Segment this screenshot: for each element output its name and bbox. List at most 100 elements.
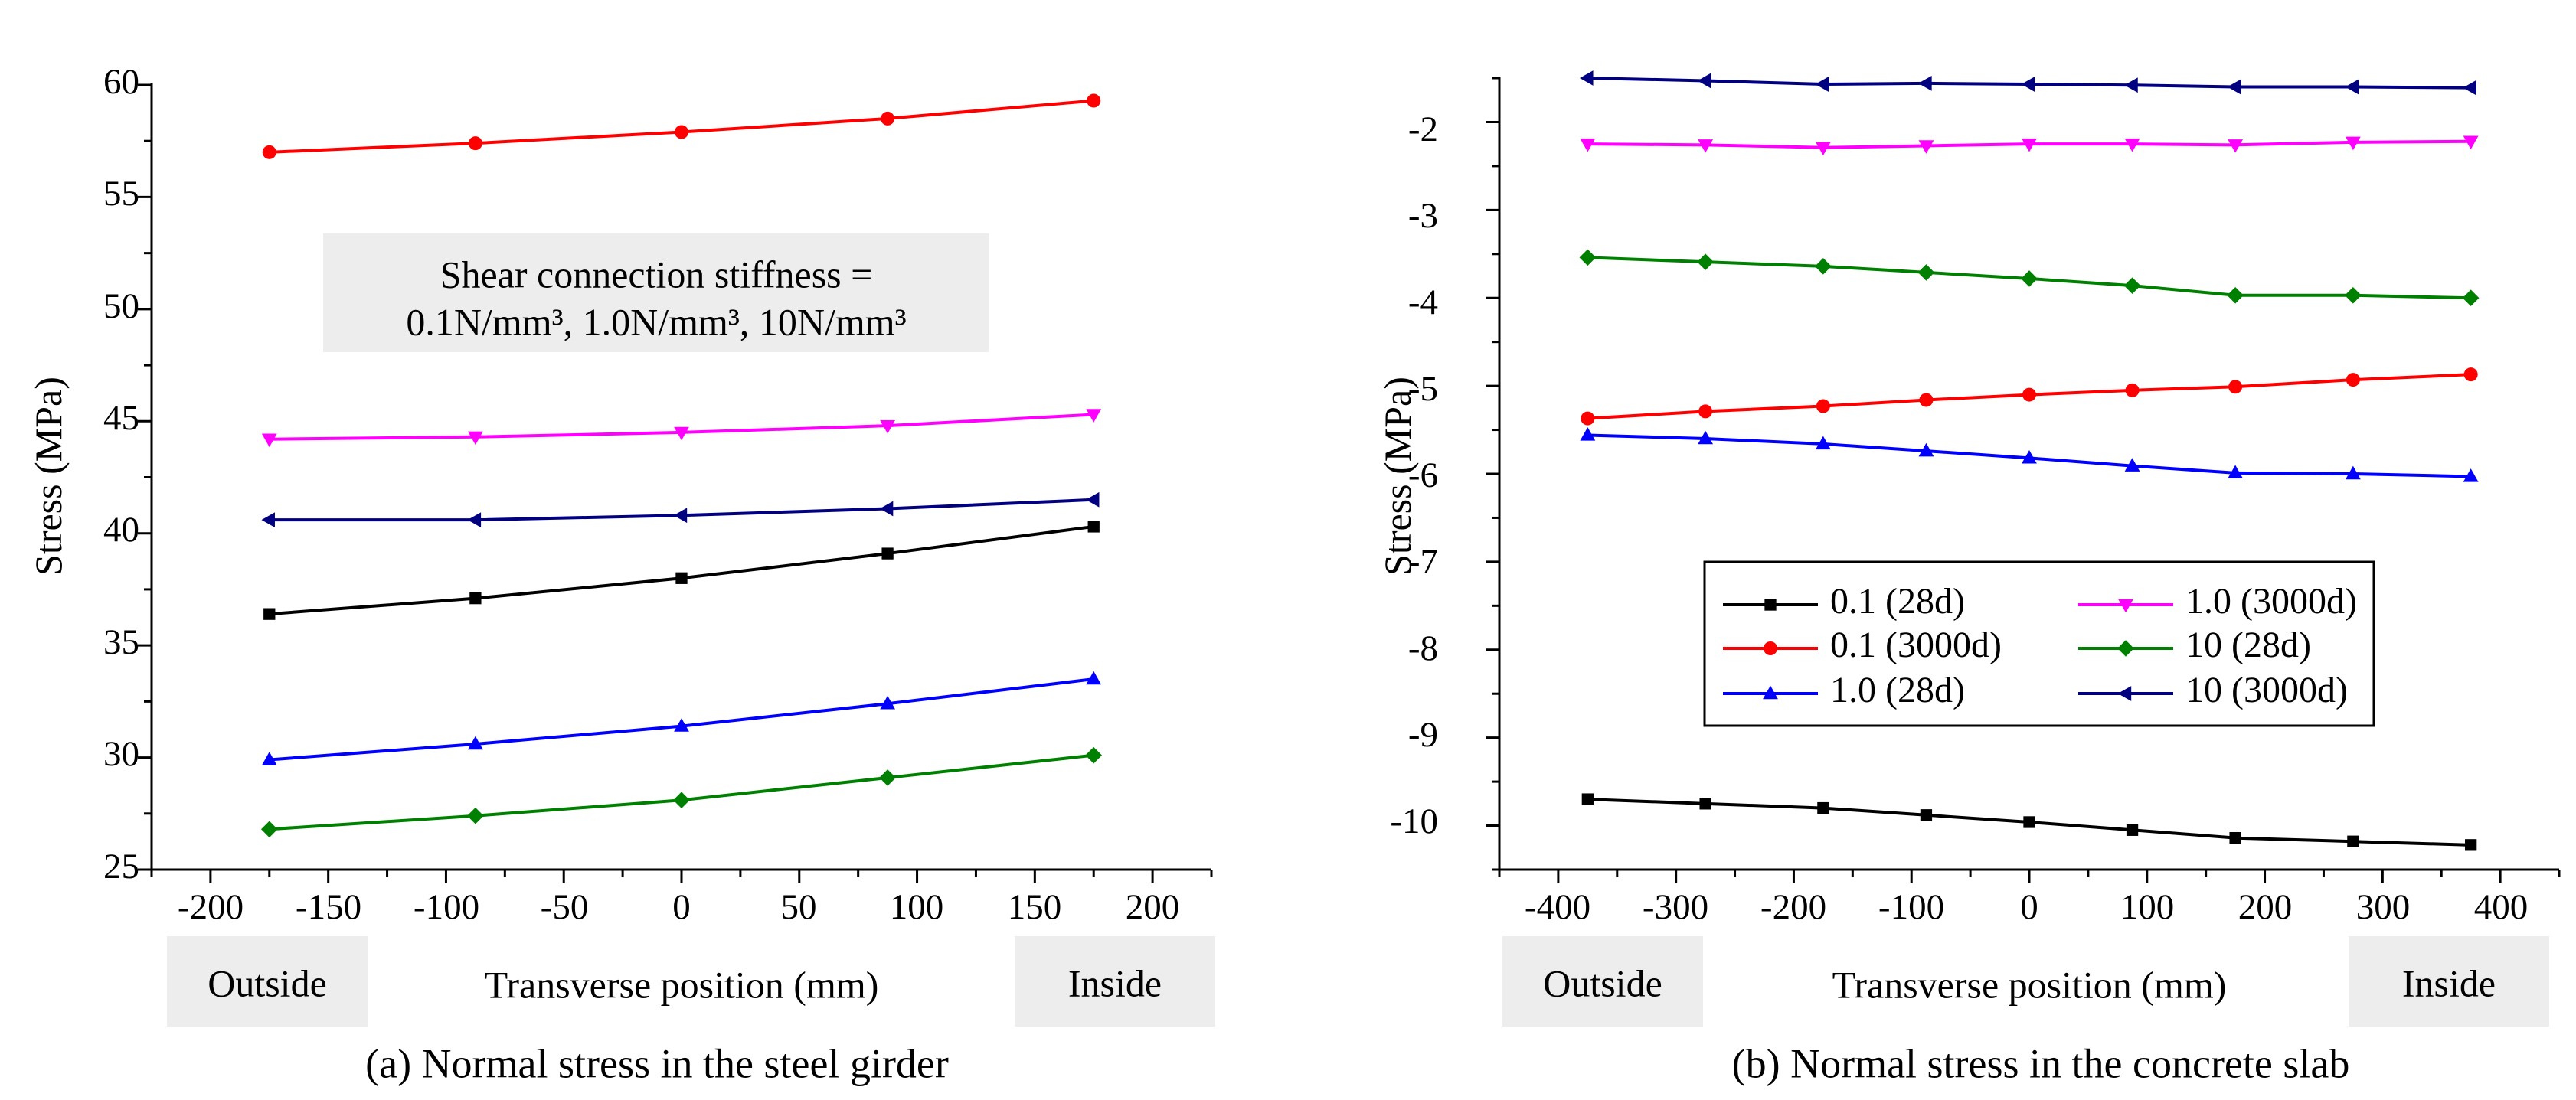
data-point bbox=[1764, 599, 1777, 611]
data-point bbox=[261, 512, 275, 528]
series-0-1-3000d- bbox=[262, 93, 1101, 159]
data-point bbox=[467, 736, 483, 750]
x-tick-label: 400 bbox=[2474, 887, 2529, 927]
data-point bbox=[879, 501, 894, 517]
y-tick-label: 50 bbox=[103, 286, 139, 326]
data-point bbox=[467, 807, 484, 824]
series-1-0-3000d- bbox=[261, 409, 1102, 448]
y-tick-label: 40 bbox=[103, 510, 139, 550]
data-point bbox=[2021, 270, 2038, 287]
data-point bbox=[1579, 70, 1594, 86]
legend-swatch bbox=[2078, 599, 2173, 613]
x-tick-label: -200 bbox=[178, 887, 244, 927]
data-point bbox=[2118, 599, 2133, 613]
data-point bbox=[1763, 685, 1778, 700]
data-point bbox=[2022, 449, 2037, 464]
y-tick-label: -2 bbox=[1408, 109, 1438, 149]
y-tick-label: 55 bbox=[103, 174, 139, 214]
outside-label: Outside bbox=[208, 961, 327, 1004]
data-point bbox=[1764, 641, 1777, 655]
caption-b: (b) Normal stress in the concrete slab bbox=[1732, 1040, 2350, 1086]
data-point bbox=[1919, 393, 1934, 407]
x-tick-label: -300 bbox=[1643, 887, 1708, 927]
series-0-1-28d- bbox=[1581, 793, 2477, 851]
data-point bbox=[1581, 793, 1594, 805]
data-point bbox=[468, 136, 482, 151]
y-tick-label: -7 bbox=[1408, 542, 1438, 582]
legend-label: 0.1 (28d) bbox=[1830, 581, 1965, 622]
data-point bbox=[675, 125, 688, 139]
data-point bbox=[2022, 138, 2037, 152]
data-point bbox=[2345, 136, 2361, 151]
data-point bbox=[1698, 430, 1714, 445]
annotation-line-2: 0.1N/mm³, 1.0N/mm³, 10N/mm³ bbox=[406, 300, 906, 343]
data-point bbox=[1086, 409, 1102, 423]
y-axis-label: Stress (MPa) bbox=[27, 377, 70, 576]
data-point bbox=[2124, 77, 2138, 93]
outside-label: Outside bbox=[1543, 961, 1662, 1004]
series-1-0-28d- bbox=[1580, 427, 2479, 482]
legend-label: 1.0 (28d) bbox=[1830, 670, 1965, 710]
data-point bbox=[2345, 465, 2361, 480]
data-point bbox=[880, 695, 896, 710]
x-axis-label: Transverse position (mm) bbox=[485, 963, 879, 1006]
x-tick-label: -100 bbox=[414, 887, 479, 927]
data-point bbox=[2462, 289, 2480, 307]
legend-box bbox=[1703, 560, 2375, 727]
inside-label: Inside bbox=[2402, 961, 2496, 1004]
data-point bbox=[2346, 373, 2360, 387]
data-point bbox=[2117, 686, 2132, 701]
x-tick-label: -400 bbox=[1525, 887, 1590, 927]
panel-a-x-ticks: -200 -150 -100 -50 0 50 100 150 200 bbox=[178, 887, 1179, 927]
data-point bbox=[261, 752, 277, 765]
data-point bbox=[1086, 671, 1102, 685]
data-point bbox=[2022, 387, 2036, 402]
data-point bbox=[2463, 468, 2479, 482]
series-line bbox=[269, 524, 1094, 616]
data-point bbox=[467, 512, 482, 528]
y-tick-label: -6 bbox=[1408, 455, 1438, 495]
data-point bbox=[2227, 286, 2244, 304]
y-tick-label: 25 bbox=[103, 847, 139, 886]
series-10-3000d- bbox=[261, 491, 1100, 528]
data-point bbox=[1579, 249, 1597, 266]
data-point bbox=[674, 718, 689, 732]
data-point bbox=[881, 547, 894, 560]
x-tick-label: -150 bbox=[296, 887, 361, 927]
data-point bbox=[467, 431, 483, 446]
caption-a: (a) Normal stress in the steel girder bbox=[365, 1040, 949, 1086]
y-tick-label: 30 bbox=[103, 734, 139, 774]
panel-a-y-ticks: 25 30 35 40 45 50 55 60 bbox=[103, 62, 139, 886]
legend-swatches bbox=[1723, 599, 2173, 701]
data-point bbox=[1085, 491, 1100, 508]
outside-label-box bbox=[1502, 936, 1703, 1027]
inside-label: Inside bbox=[1068, 961, 1162, 1004]
data-point bbox=[879, 769, 896, 786]
legend-label: 0.1 (3000d) bbox=[1830, 625, 2002, 665]
legend-swatch bbox=[1723, 641, 1818, 655]
x-tick-label: 0 bbox=[672, 887, 691, 927]
data-point bbox=[260, 821, 278, 838]
data-point bbox=[673, 508, 688, 524]
series-1-0-3000d- bbox=[1580, 135, 2479, 156]
inside-label-box bbox=[1015, 936, 1215, 1027]
data-point bbox=[880, 419, 896, 434]
data-point bbox=[2463, 135, 2479, 150]
data-point bbox=[2227, 79, 2241, 95]
legend-swatch bbox=[2078, 640, 2173, 657]
x-tick-label: 100 bbox=[890, 887, 944, 927]
data-point bbox=[2228, 465, 2244, 479]
y-tick-label: -8 bbox=[1408, 628, 1438, 668]
data-point bbox=[2023, 816, 2035, 828]
data-point bbox=[2125, 383, 2140, 397]
y-tick-label: 45 bbox=[103, 398, 139, 438]
outside-label-box bbox=[167, 936, 368, 1027]
data-point bbox=[1697, 253, 1714, 270]
panel-b-y-ticks: -10 -9 -8 -7 -6 -5 -4 -3 -2 bbox=[1390, 109, 1438, 841]
y-tick-label: 25 bbox=[103, 847, 139, 886]
data-point bbox=[1920, 809, 1933, 821]
x-tick-label: 0 bbox=[2020, 887, 2038, 927]
series-10-28d- bbox=[1579, 249, 2480, 307]
data-point bbox=[673, 792, 690, 809]
data-point bbox=[1815, 436, 1831, 450]
